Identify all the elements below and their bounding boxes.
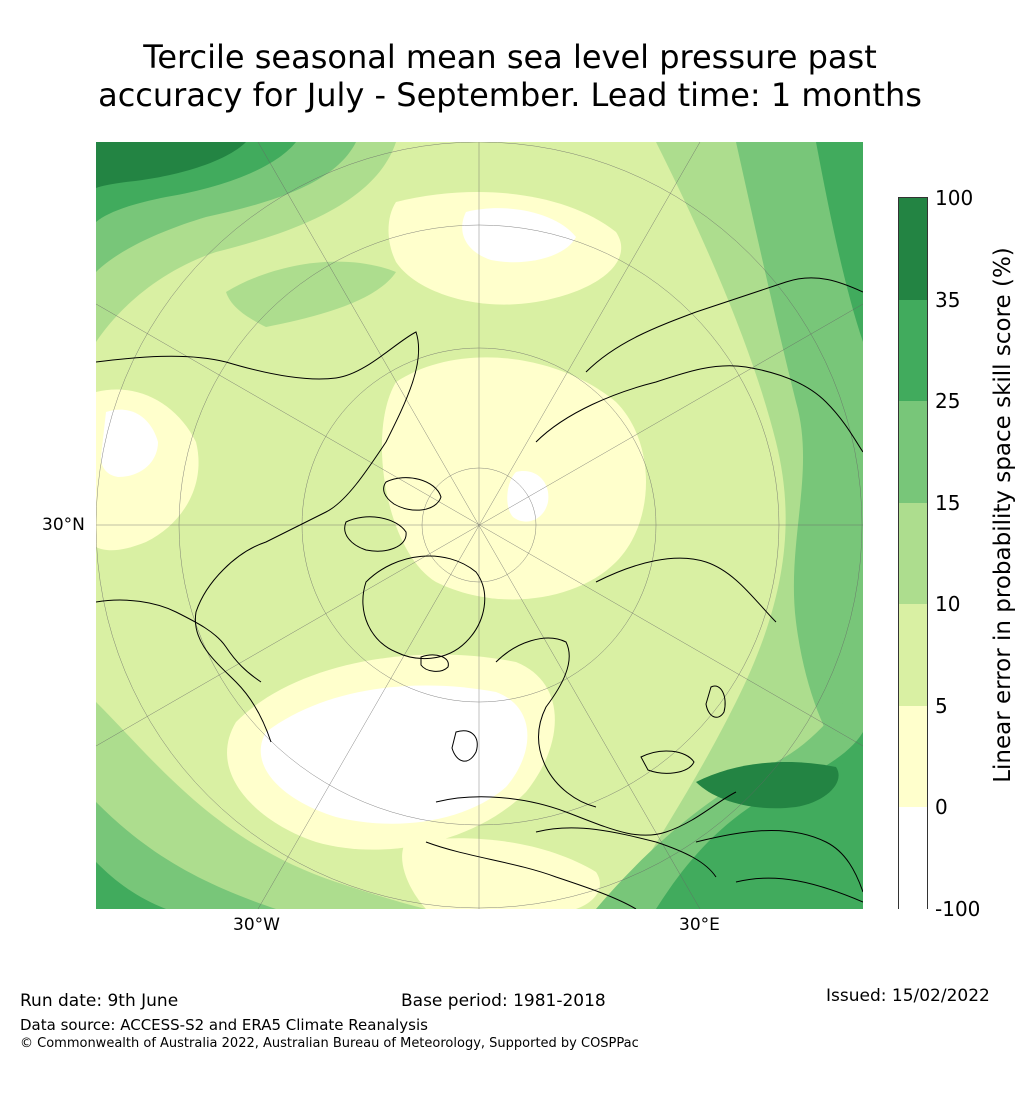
base-period: Base period: 1981-2018 [401,991,606,1011]
colorbar-band-15-25 [899,401,927,503]
colorbar-band-0-5 [899,706,927,807]
colorbar-tick-15: 15 [935,491,961,515]
colorbar-tick-100: 100 [935,186,974,210]
map-region-35-100-northwest [96,142,246,188]
chart-title: Tercile seasonal mean sea level pressure… [0,38,1020,114]
chart-title-line-1: Tercile seasonal mean sea level pressure… [143,38,877,76]
map-region-0-5-south [402,838,600,909]
map-region-15-25-east [736,142,863,782]
map-panel [96,142,863,909]
run-date: Run date: 9th June [20,991,179,1011]
map-region-10-15-southwest [96,702,426,909]
colorbar [898,197,928,910]
colorbar-tick-10: 10 [935,592,961,616]
colorbar-band-25-35 [899,300,927,401]
map-region-below-0-north [462,208,576,263]
longitude-label-30e: 30°E [679,915,720,935]
data-source: Data source: ACCESS-S2 and ERA5 Climate … [20,1016,428,1034]
map-region-35-100-southeast [696,762,839,809]
colorbar-label: Linear error in probability space skill … [990,247,1016,783]
colorbar-band-5-10 [899,604,927,706]
map-region-below-0-pacific [101,409,158,477]
chart-title-line-2: accuracy for July - September. Lead time… [98,76,922,114]
map-region-25-35-northeast [816,142,863,342]
colorbar-band-35-100 [899,198,927,300]
colorbar-band-10-15 [899,503,927,604]
longitude-label-30w: 30°W [233,915,280,935]
colorbar-tick-5: 5 [935,694,948,718]
map-region-below-0-atlantic [260,685,528,824]
colorbar-tick-35: 35 [935,288,961,312]
colorbar-band-minus100-0 [899,807,927,910]
colorbar-tick-0: 0 [935,795,948,819]
colorbar-tick-minus100: -100 [935,897,981,921]
graticule [96,142,863,909]
coastlines [96,277,863,909]
map-region-10-15-northcentral [226,261,396,327]
latitude-label-30n: 30°N [42,515,85,535]
skill-score-map [96,142,863,909]
map-region-15-25-southwest [96,802,276,909]
issued-date: Issued: 15/02/2022 [826,986,990,1006]
colorbar-tick-25: 25 [935,389,961,413]
copyright: © Commonwealth of Australia 2022, Austra… [20,1036,639,1051]
map-region-below-0-pole [507,471,549,522]
map-region-25-35-southwest [96,862,166,909]
